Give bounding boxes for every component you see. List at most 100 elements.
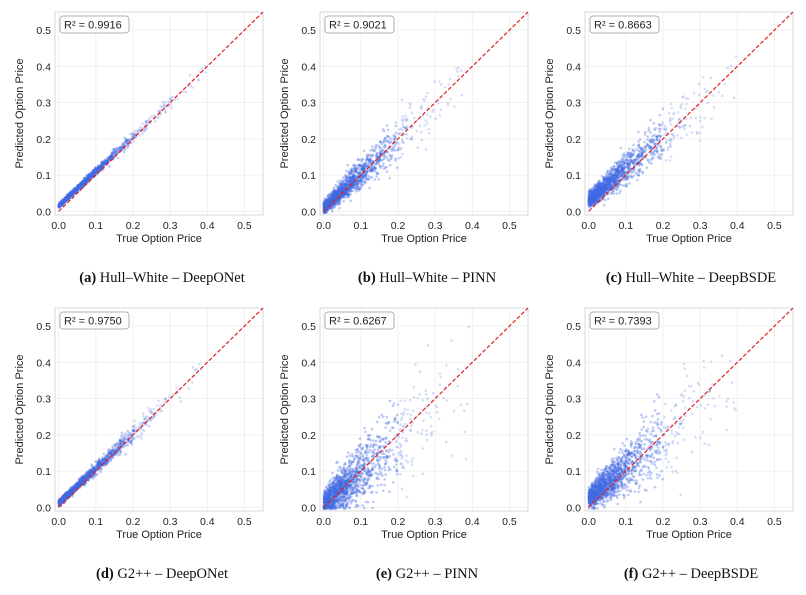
data-point [665,127,668,130]
x-tick-label: 0.1 [354,220,369,232]
data-point [625,183,628,186]
data-point [170,103,173,106]
data-point [589,190,592,193]
data-point [175,387,178,390]
data-point [81,180,84,183]
data-point [426,92,429,95]
data-point [613,179,616,182]
data-point [387,129,390,132]
data-point [342,200,345,203]
data-point [596,191,599,194]
data-point [355,170,358,173]
data-point [610,167,613,170]
data-point [657,134,660,137]
data-point [371,169,374,172]
y-tick-label: 0.2 [566,134,581,146]
data-point [338,207,341,210]
data-point [416,146,419,149]
y-tick-label: 0.2 [301,134,316,146]
data-point [375,175,378,178]
data-point [434,117,437,120]
data-point [353,174,356,177]
data-point [383,139,386,142]
data-point [618,172,621,175]
data-point [101,161,104,164]
data-point [61,202,64,205]
data-point [393,138,396,141]
data-point [327,202,330,205]
data-point [646,138,649,141]
data-point [165,101,168,104]
data-point [156,117,159,120]
x-tick-label: 0.5 [237,516,252,528]
data-point [637,164,640,167]
data-point [733,97,736,100]
data-point [58,203,61,206]
data-point [373,167,376,170]
data-point [702,76,705,79]
data-point [358,183,361,186]
data-point [603,185,606,188]
data-point [357,189,360,192]
data-point [684,108,687,111]
data-point [723,83,726,86]
data-point [349,189,352,192]
data-point [67,197,70,200]
data-point [678,118,681,121]
y-tick-label: 0.0 [36,206,51,218]
data-point [338,189,341,192]
data-point [405,119,408,122]
x-tick-label: 0.4 [200,516,215,528]
data-point [380,166,383,169]
data-point [704,88,707,91]
data-point [637,140,640,143]
data-point [124,432,127,435]
data-point [355,165,358,168]
data-point [423,124,426,127]
data-point [365,159,368,162]
data-point [670,123,673,126]
y-tick-label: 0.1 [36,466,51,478]
data-point [141,122,144,125]
y-tick-label: 0.0 [566,206,581,218]
data-point [428,132,431,135]
data-point [422,98,425,101]
data-point [698,83,701,86]
data-point [337,180,340,183]
data-point [189,74,192,77]
data-point [164,111,167,114]
data-point [369,157,372,160]
data-point [386,135,389,138]
data-point [604,199,607,202]
data-point [713,106,716,109]
data-point [684,124,687,127]
data-point [662,150,665,153]
data-point [384,155,387,158]
data-point [698,94,701,97]
data-point [324,206,327,209]
data-point [411,112,414,115]
data-point [375,144,378,147]
data-point [457,75,460,78]
data-point [108,165,111,168]
data-point [644,131,647,134]
data-point [77,188,80,191]
data-point [404,133,407,136]
data-point [395,125,398,128]
data-point [154,120,157,123]
data-point [656,139,659,142]
data-point [69,194,72,197]
data-point [409,103,412,106]
data-point [367,164,370,167]
data-point [198,79,201,82]
data-point [356,172,359,175]
data-point [363,150,366,153]
data-point [641,152,644,155]
data-point [371,176,374,179]
data-point [603,191,606,194]
data-point [439,114,442,117]
data-point [630,175,633,178]
data-point [395,121,398,124]
data-point [633,150,636,153]
data-point [653,149,656,152]
